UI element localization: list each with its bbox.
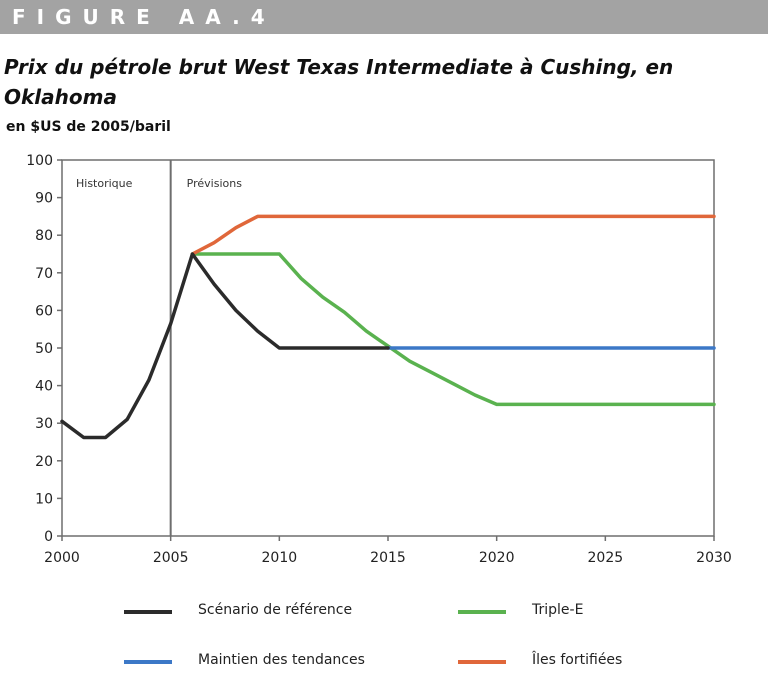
y-tick-label: 50 xyxy=(35,341,53,357)
x-tick-label: 2005 xyxy=(153,550,189,566)
legend-item-reference: Scénario de référence xyxy=(124,600,424,624)
legend-label-iles: Îles fortifiées xyxy=(532,652,623,668)
x-tick-label: 2010 xyxy=(262,550,298,566)
figure-banner: FIGURE AA.4 xyxy=(0,0,768,34)
region-label-historique: Historique xyxy=(76,177,133,190)
y-tick-label: 20 xyxy=(35,454,53,470)
x-tick-label: 2025 xyxy=(588,550,624,566)
y-tick-label: 100 xyxy=(26,153,53,169)
series-line-triple-e xyxy=(190,252,716,407)
y-axis-unit-label: en $US de 2005/baril xyxy=(6,119,171,135)
legend-item-triple-e: Triple-E xyxy=(458,600,718,624)
legend-swatch-maintien xyxy=(124,660,172,664)
y-tick-label: 40 xyxy=(35,379,53,395)
x-tick-label: 2015 xyxy=(370,550,406,566)
region-label-previsions: Prévisions xyxy=(187,177,243,190)
chart-title: Prix du pétrole brut West Texas Intermed… xyxy=(4,55,674,109)
y-tick-label: 0 xyxy=(44,529,53,545)
y-tick-label: 70 xyxy=(35,266,53,282)
legend-swatch-reference xyxy=(124,610,172,614)
x-tick-label: 2030 xyxy=(696,550,732,566)
legend-swatch-iles xyxy=(458,660,506,664)
figure-label: FIGURE AA.4 xyxy=(12,5,276,29)
legend-label-triple-e: Triple-E xyxy=(532,602,584,618)
series-line-reference xyxy=(60,252,390,440)
y-tick-label: 80 xyxy=(35,228,53,244)
legend-swatch-triple-e xyxy=(458,610,506,614)
legend-label-maintien: Maintien des tendances xyxy=(198,652,365,668)
y-tick-label: 10 xyxy=(35,491,53,507)
y-tick-label: 90 xyxy=(35,191,53,207)
x-tick-label: 2020 xyxy=(479,550,515,566)
series-line-iles xyxy=(190,214,716,256)
legend-item-iles: Îles fortifiées xyxy=(458,650,718,674)
y-tick-label: 60 xyxy=(35,303,53,319)
y-tick-label: 30 xyxy=(35,416,53,432)
legend-label-reference: Scénario de référence xyxy=(198,602,353,618)
legend-item-maintien: Maintien des tendances xyxy=(124,650,424,674)
x-tick-label: 2000 xyxy=(44,550,80,566)
